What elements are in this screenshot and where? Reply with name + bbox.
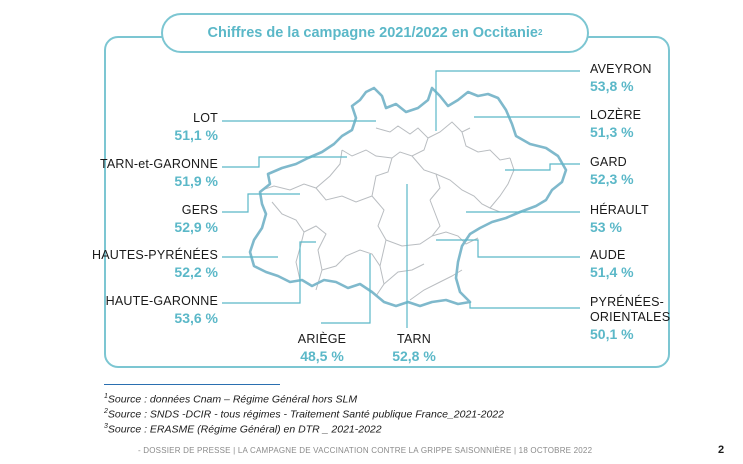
border-aveyron-lozere — [427, 121, 471, 139]
leader-ariege — [321, 254, 371, 324]
label-aude: AUDE 51,4 % — [590, 248, 634, 281]
dept-value: 52,2 % — [174, 264, 218, 281]
border-aveyron-herault — [435, 173, 501, 213]
border-tarn-et-garonne-haute-garonne — [315, 187, 373, 203]
label-gers: GERS 52,9 % — [174, 203, 218, 236]
department-borders — [261, 121, 515, 301]
title-text: Chiffres de la campagne 2021/2022 en Occ… — [207, 25, 538, 41]
dept-value: 53 % — [590, 219, 622, 236]
border-haute-garonne-ariege — [321, 249, 385, 297]
dept-name-line2: ORIENTALES — [590, 310, 671, 325]
occitanie-outline — [248, 86, 568, 308]
border-hautes-pyrenees-haute-garonne — [303, 225, 327, 291]
dept-value: 51,1 % — [174, 127, 218, 144]
border-aude-ariege — [383, 263, 425, 285]
dept-value: 52,8 % — [392, 348, 436, 365]
border-lot-aveyron — [375, 125, 429, 159]
label-hautes-pyrenees: HAUTES-PYRÉNÉES 52,2 % — [92, 248, 218, 281]
border-gard-herault — [489, 157, 515, 209]
dept-name: TARN-et-GARONNE — [99, 157, 218, 171]
leader-haute-garonne — [222, 241, 316, 304]
source-1: 1Source : données Cnam – Régime Général … — [104, 393, 357, 406]
border-tarn-aveyron — [411, 155, 441, 201]
dept-name-line1: PYRÉNÉES- — [590, 295, 665, 309]
label-haute-garonne: HAUTE-GARONNE 53,6 % — [105, 294, 218, 327]
label-tarn: TARN 52,8 % — [376, 332, 452, 365]
leader-lines — [222, 70, 580, 328]
dept-name: GERS — [181, 203, 218, 217]
leader-pyrenees-orientales — [469, 302, 580, 309]
border-lot-tarn-et-garonne — [341, 149, 393, 159]
source-marker: 2 — [104, 408, 108, 415]
label-ariege: ARIÈGE 48,5 % — [284, 332, 360, 365]
label-lot: LOT 51,1 % — [174, 111, 218, 144]
source-text: Source : SNDS -DCIR - tous régimes - Tra… — [107, 408, 504, 421]
dept-value: 50,1 % — [590, 326, 634, 343]
dept-name: LOZÈRE — [590, 108, 642, 122]
border-tarn-et-garonne-tarn — [371, 157, 393, 197]
dept-value: 51,3 % — [590, 124, 634, 141]
dept-value: 53,8 % — [590, 78, 634, 95]
source-2: 2Source : SNDS -DCIR - tous régimes - Tr… — [104, 408, 504, 421]
border-haute-garonne-tarn — [371, 195, 387, 267]
dept-name: HÉRAULT — [590, 203, 649, 217]
border-gers-hautes-pyrenees — [271, 201, 305, 281]
source-3: 3Source : ERASME (Régime Général) en DTR… — [104, 423, 382, 436]
dept-value: 53,6 % — [174, 310, 218, 327]
page-number: 2 — [718, 444, 725, 456]
dept-name: HAUTE-GARONNE — [105, 294, 218, 308]
dept-name: TARN — [397, 332, 431, 346]
border-tarn-et-garonne-gers — [261, 149, 343, 191]
label-herault: HÉRAULT 53 % — [590, 203, 649, 236]
border-tarn-aude — [385, 199, 441, 247]
dept-name: ARIÈGE — [297, 332, 347, 346]
leader-aveyron — [435, 70, 580, 131]
leader-gard — [505, 163, 580, 171]
dept-value: 48,5 % — [300, 348, 344, 365]
leader-tarn-et-garonne — [222, 156, 347, 168]
label-pyrenees-orientales: PYRÉNÉES- ORIENTALES 50,1 % — [590, 295, 671, 343]
dept-name: GARD — [590, 155, 627, 169]
source-marker: 3 — [104, 423, 108, 430]
page-title: Chiffres de la campagne 2021/2022 en Occ… — [161, 13, 589, 53]
leader-gers — [222, 193, 300, 213]
label-lozere: LOZÈRE 51,3 % — [590, 108, 642, 141]
source-text: Source : ERASME (Régime Général) en DTR … — [107, 423, 382, 436]
dept-name: AUDE — [590, 248, 626, 262]
label-aveyron: AVEYRON 53,8 % — [590, 62, 652, 95]
leader-aude — [436, 239, 580, 258]
title-footnote-marker: 2 — [537, 27, 543, 37]
dept-value: 52,3 % — [590, 171, 634, 188]
label-gard: GARD 52,3 % — [590, 155, 634, 188]
label-tarn-et-garonne: TARN-et-GARONNE 51,9 % — [99, 157, 218, 190]
dept-value: 51,9 % — [174, 173, 218, 190]
dept-name: HAUTES-PYRÉNÉES — [92, 248, 218, 262]
dept-name: LOT — [193, 111, 218, 125]
source-text: Source : données Cnam – Régime Général h… — [107, 393, 358, 406]
sources-divider — [104, 384, 280, 385]
dept-value: 52,9 % — [174, 219, 218, 236]
page-footer: - DOSSIER DE PRESSE | LA CAMPAGNE DE VAC… — [138, 446, 593, 455]
dept-name: AVEYRON — [590, 62, 652, 76]
border-aude-pyrenees-orientales — [409, 269, 463, 301]
dept-value: 51,4 % — [590, 264, 634, 281]
border-lozere-gard — [461, 131, 511, 161]
border-aude-herault — [431, 231, 479, 245]
source-marker: 1 — [104, 393, 108, 400]
